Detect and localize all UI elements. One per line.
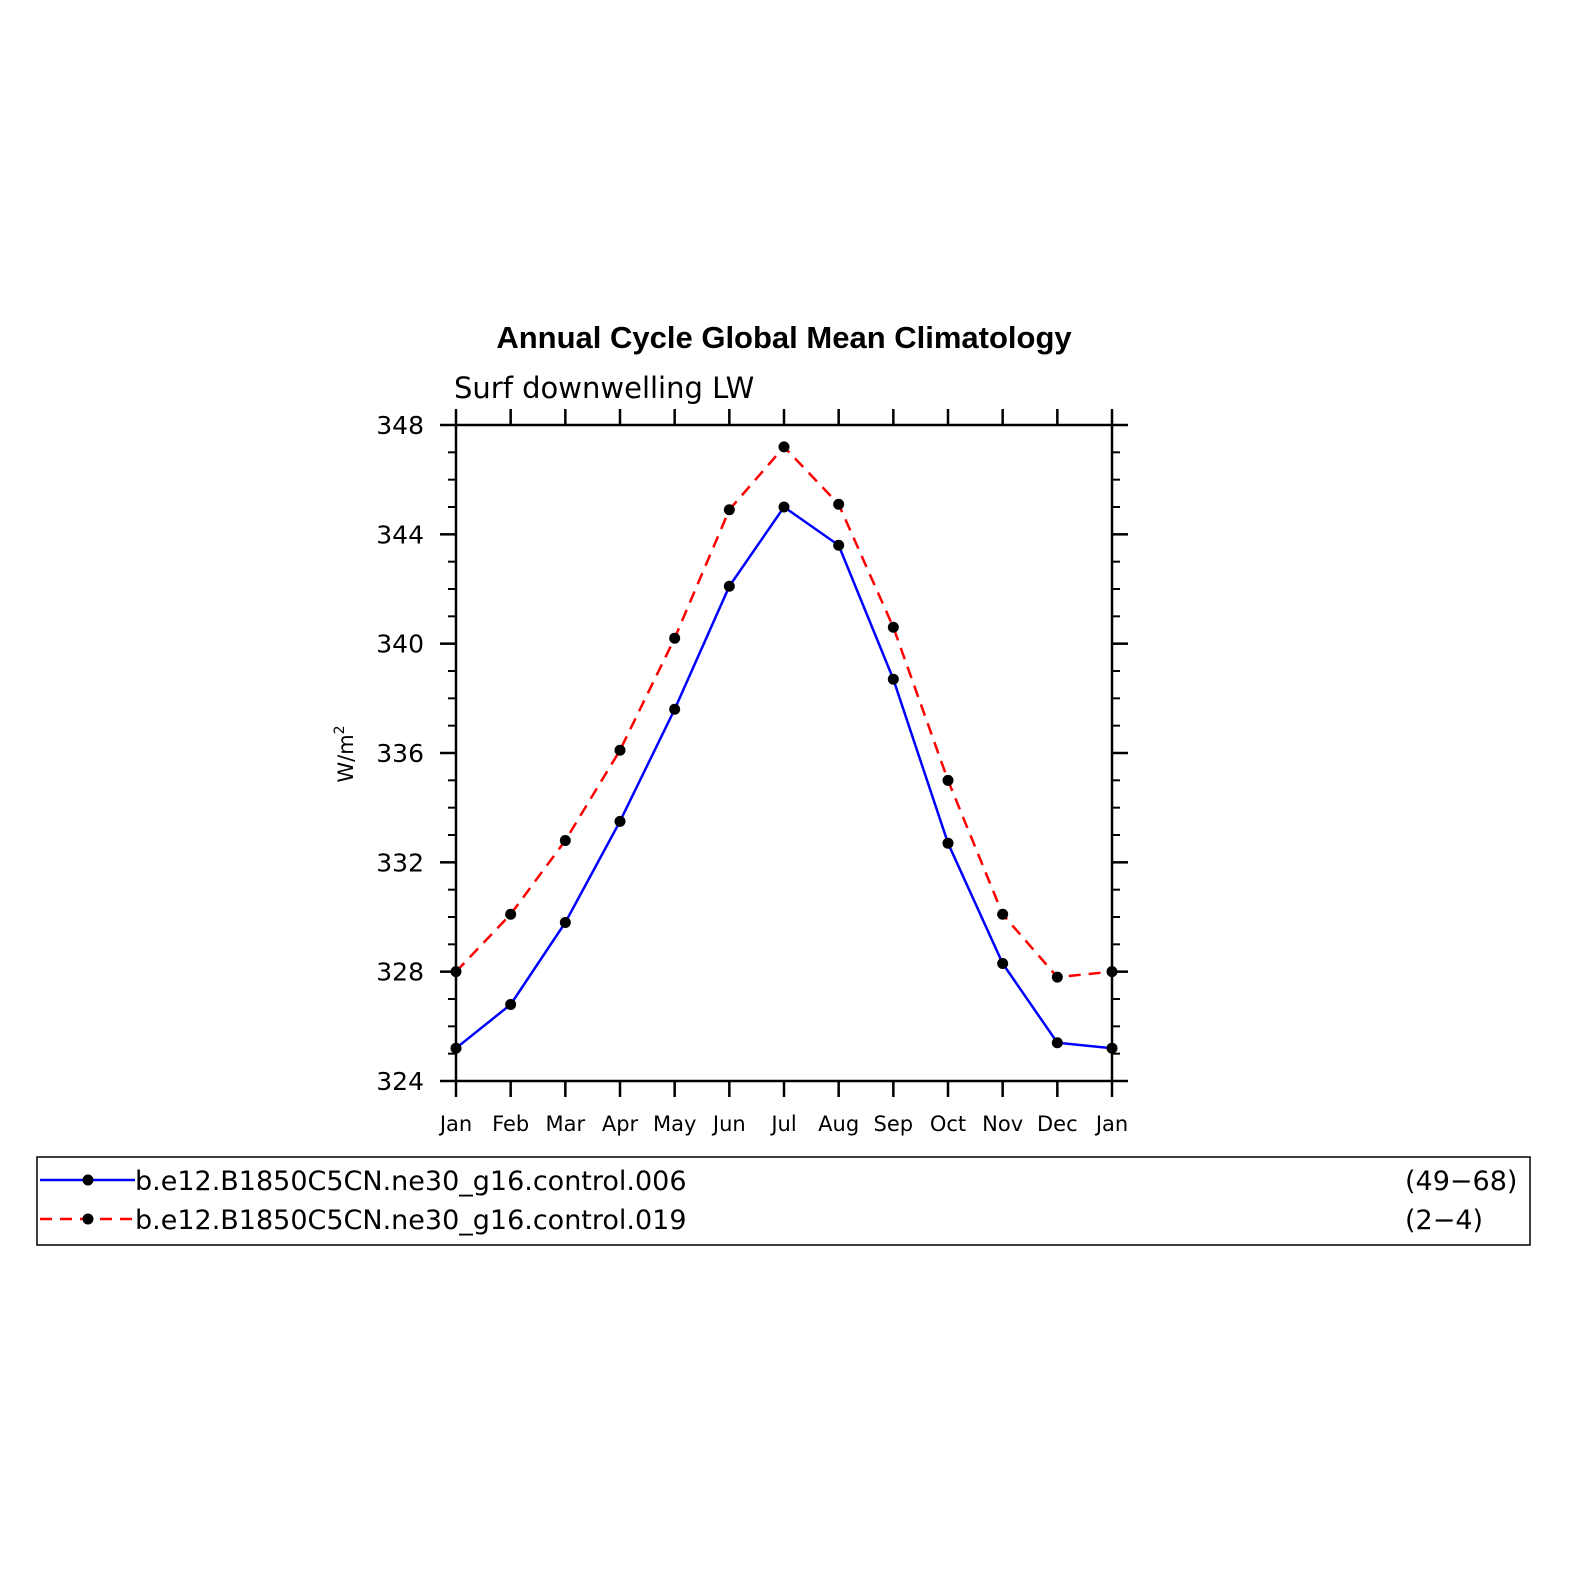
legend-years-2: (2−4) [1405,1205,1483,1236]
series-2-point [669,632,681,644]
series-2-point [942,774,954,786]
series-2-point [1106,966,1118,978]
y-tick-label: 332 [376,848,424,877]
series-1-point [887,673,899,685]
series-1-point [614,815,626,827]
x-tick-label: Jul [769,1112,796,1136]
x-tick-label: Sep [874,1112,914,1136]
series-2-point [450,966,462,978]
series-2-point [723,504,735,516]
legend: b.e12.B1850C5CN.ne30_g16.control.006 (49−… [36,1156,1531,1246]
y-axis-label-unit: W/m [334,734,358,782]
series-1-point [778,501,790,513]
legend-label-1: b.e12.B1850C5CN.ne30_g16.control.006 [135,1166,687,1197]
legend-marker-2 [82,1213,94,1225]
legend-label-2: b.e12.B1850C5CN.ne30_g16.control.019 [135,1205,687,1236]
x-tick-label: Oct [930,1112,966,1136]
series-1-point [1106,1042,1118,1054]
legend-box [36,1156,1531,1246]
y-tick-label: 324 [376,1067,424,1096]
legend-years-1: (49−68) [1405,1166,1517,1197]
series-2-point [505,908,517,920]
series-1-point [997,957,1009,969]
x-tick-label: May [653,1112,696,1136]
series-layer [450,441,1118,1054]
chart-title: Annual Cycle Global Mean Climatology [496,320,1072,355]
series-1-point [505,998,517,1010]
series-2-point [997,908,1009,920]
legend-marker-1 [82,1174,94,1186]
x-tick-label: Dec [1037,1112,1078,1136]
series-2-point [778,441,790,453]
x-tick-label: Apr [602,1112,639,1136]
series-1-point [723,580,735,592]
series-1-point [669,703,681,715]
series-1-point [1051,1037,1063,1049]
series-line-1 [455,505,1113,1050]
x-tick-label: Mar [546,1112,586,1136]
y-tick-label: 348 [376,411,424,440]
series-1-point [833,539,845,551]
x-tick-label: Jan [1094,1112,1128,1136]
series-2-point [614,744,626,756]
x-tick-label: Feb [492,1112,529,1136]
series-2-point [833,498,845,510]
x-tick-label: Nov [982,1112,1023,1136]
series-2-point [1051,971,1063,983]
x-tick-label: Aug [818,1112,859,1136]
x-tick-label: Jan [438,1112,472,1136]
y-tick-label: 328 [376,958,424,987]
series-1-point [942,837,954,849]
y-tick-label: 340 [376,630,424,659]
series-2-point [559,834,571,846]
y-axis-label-superscript: 2 [332,725,348,734]
series-2-point [887,621,899,633]
series-1-point [450,1042,462,1054]
axis-layer: 324 328 332 336 340 344 348 Jan Feb Mar Apr May Jun J… [376,409,1128,1136]
y-tick-label: 336 [376,739,424,768]
chart-subtitle: Surf downwelling LW [454,371,754,405]
y-axis-label: W/m2 [332,725,358,782]
y-tick-label: 344 [376,520,424,549]
plot-frame [454,423,1114,1083]
x-tick-label: Jun [711,1112,746,1136]
series-1-point [559,916,571,928]
series-line-2 [455,445,1113,979]
